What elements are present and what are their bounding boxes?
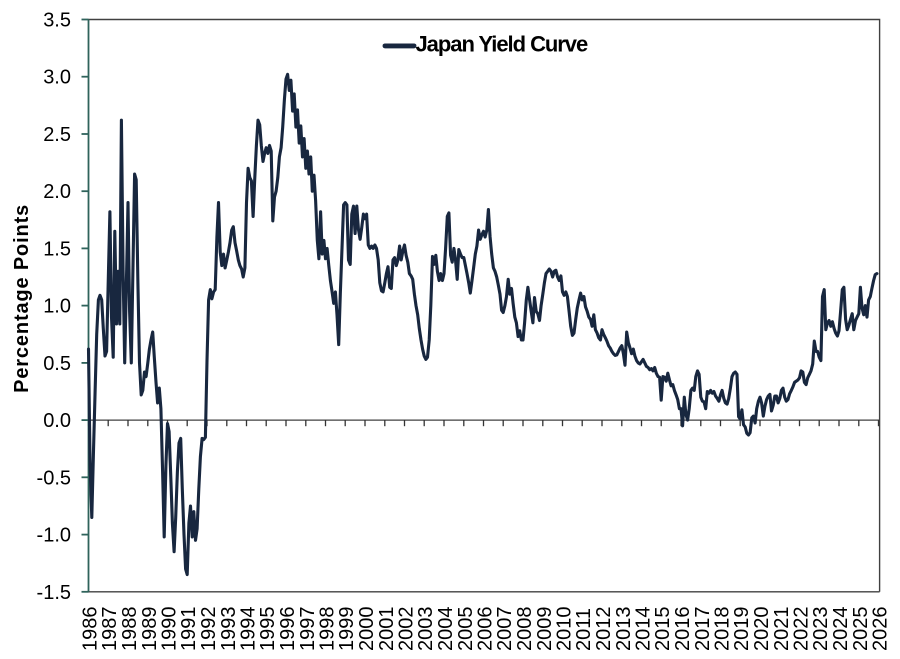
svg-text:1986: 1986 [80,607,102,652]
svg-text:2015: 2015 [652,607,674,652]
svg-text:2011: 2011 [573,608,595,651]
svg-text:-1.0: -1.0 [37,525,71,547]
svg-text:Japan Yield Curve: Japan Yield Curve [416,32,588,57]
svg-text:1989: 1989 [139,607,161,652]
svg-text:2002: 2002 [396,607,418,652]
svg-text:3.0: 3.0 [43,67,71,89]
svg-text:2020: 2020 [751,607,773,652]
svg-text:2021: 2021 [771,607,793,652]
svg-text:2014: 2014 [633,607,655,652]
svg-text:1999: 1999 [336,607,358,652]
svg-text:2.5: 2.5 [43,124,71,146]
svg-text:2004: 2004 [435,607,457,652]
svg-text:2018: 2018 [712,607,734,652]
svg-text:1996: 1996 [277,607,299,652]
svg-text:2001: 2001 [376,607,398,652]
svg-text:1.5: 1.5 [43,238,71,260]
svg-text:1991: 1991 [178,607,200,652]
svg-text:2010: 2010 [554,607,576,652]
svg-text:2003: 2003 [415,607,437,652]
svg-text:-0.5: -0.5 [37,467,71,489]
svg-text:0.0: 0.0 [43,410,71,432]
svg-text:2.0: 2.0 [43,181,71,203]
svg-text:2005: 2005 [455,607,477,652]
svg-text:2007: 2007 [494,607,516,652]
svg-text:2023: 2023 [810,607,832,652]
svg-text:2008: 2008 [514,607,536,652]
svg-text:Percentage Points: Percentage Points [11,204,33,393]
svg-text:1994: 1994 [238,607,260,652]
svg-text:2024: 2024 [830,607,852,652]
svg-text:2022: 2022 [791,607,813,652]
svg-text:-1.5: -1.5 [37,582,71,604]
svg-text:2012: 2012 [593,607,615,652]
svg-text:2013: 2013 [613,607,635,652]
svg-text:1990: 1990 [159,607,181,652]
svg-text:2026: 2026 [870,607,892,652]
svg-text:1998: 1998 [317,607,339,652]
svg-text:1.0: 1.0 [43,296,71,318]
svg-text:1995: 1995 [257,607,279,652]
svg-text:1997: 1997 [297,607,319,652]
svg-text:0.5: 0.5 [43,353,71,375]
svg-text:2000: 2000 [356,607,378,652]
svg-text:2019: 2019 [731,607,753,652]
svg-text:2025: 2025 [850,607,872,652]
svg-text:1992: 1992 [198,607,220,652]
svg-text:2006: 2006 [475,607,497,652]
svg-text:2017: 2017 [692,607,714,652]
svg-text:3.5: 3.5 [43,10,71,32]
svg-text:1987: 1987 [99,607,121,652]
svg-text:2009: 2009 [534,607,556,652]
svg-text:1988: 1988 [119,607,141,652]
svg-text:2016: 2016 [672,607,694,652]
svg-text:1993: 1993 [218,607,240,652]
